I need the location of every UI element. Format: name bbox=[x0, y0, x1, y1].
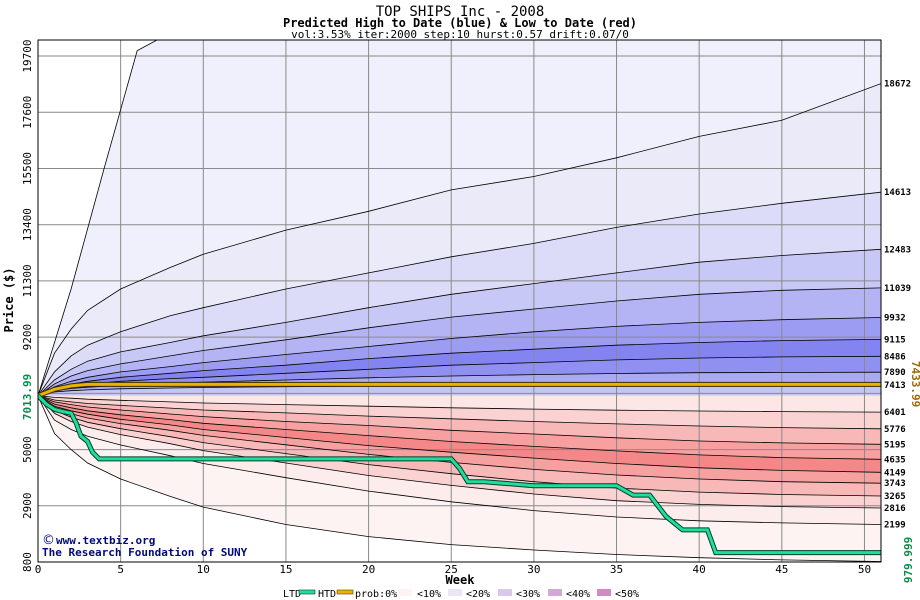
legend-htd: HTD bbox=[318, 589, 336, 600]
high-band-6 bbox=[38, 339, 881, 396]
high-quantile-line bbox=[38, 287, 881, 397]
legend-ltd: LTD bbox=[283, 589, 301, 600]
x-tick-label: 0 bbox=[35, 563, 42, 576]
x-tick-label: 20 bbox=[362, 563, 375, 576]
y-tick-label: 19700 bbox=[21, 40, 34, 73]
band-end-label: 4635 bbox=[884, 455, 906, 465]
legend-lt10-swatch bbox=[448, 589, 462, 596]
legend-lt10: <10% bbox=[417, 589, 441, 600]
legend-htd-swatch bbox=[336, 589, 354, 595]
low-band-3 bbox=[38, 395, 881, 445]
legend-ltd-swatch bbox=[298, 589, 316, 595]
low-band-7 bbox=[38, 395, 881, 496]
low-quantile-line bbox=[38, 395, 881, 445]
legend-lt20: <20% bbox=[466, 589, 490, 600]
x-tick-label: 25 bbox=[445, 563, 458, 576]
band-end-label: 9115 bbox=[884, 335, 906, 345]
x-axis-label: Week bbox=[446, 573, 476, 587]
low-band-6 bbox=[38, 395, 881, 484]
high-quantile-line bbox=[38, 371, 881, 397]
y-tick-label: 15500 bbox=[21, 152, 34, 185]
legend-prob-0-swatch bbox=[398, 589, 412, 596]
outer-high-line bbox=[38, 40, 158, 396]
ltd-line bbox=[38, 394, 881, 555]
band-end-label: 14613 bbox=[884, 188, 911, 198]
x-tick-label: 40 bbox=[693, 563, 706, 576]
band-end-label: 2816 bbox=[884, 504, 906, 514]
chart-params: vol:3.53% iter:2000 step:10 hurst:0.57 d… bbox=[291, 28, 629, 41]
low-band-1 bbox=[38, 395, 881, 413]
outer-high-region bbox=[38, 40, 881, 396]
low-quantile-line bbox=[38, 395, 881, 413]
x-tick-label: 30 bbox=[527, 563, 540, 576]
low-quantile-line bbox=[38, 395, 881, 484]
band-end-label: 18672 bbox=[884, 80, 911, 90]
high-quantile-line bbox=[38, 248, 881, 396]
low-quantile-line bbox=[38, 395, 881, 473]
watermark-url: www.textbiz.org bbox=[56, 534, 155, 547]
band-end-label: 8486 bbox=[884, 352, 906, 362]
x-tick-label: 15 bbox=[279, 563, 292, 576]
low-quantile-line bbox=[38, 395, 881, 460]
low-band-5 bbox=[38, 395, 881, 473]
legend-lt40: <40% bbox=[566, 589, 590, 600]
x-tick-label: 45 bbox=[775, 563, 788, 576]
high-band-4 bbox=[38, 287, 881, 396]
band-end-label: 9932 bbox=[884, 314, 906, 324]
htd-value-label: 7433.99 bbox=[909, 361, 920, 407]
x-tick-label: 5 bbox=[117, 563, 124, 576]
y-tick-label: 800 bbox=[21, 552, 34, 572]
legend-lt20-swatch bbox=[498, 589, 512, 596]
legend-prob-0: prob:0% bbox=[355, 589, 397, 600]
band-end-label: 12483 bbox=[884, 245, 911, 255]
band-end-label: 7413 bbox=[884, 381, 906, 391]
y-tick-label: 17600 bbox=[21, 96, 34, 129]
outer-low-line bbox=[38, 395, 881, 562]
low-band-4 bbox=[38, 395, 881, 460]
plot-area bbox=[38, 40, 881, 562]
chart-subtitle: Predicted High to Date (blue) & Low to D… bbox=[283, 16, 637, 30]
y-tick-label: 11300 bbox=[21, 264, 34, 297]
legend-lt40-swatch bbox=[597, 589, 611, 596]
band-end-label: 2199 bbox=[884, 521, 906, 531]
y-tick-label: 13400 bbox=[21, 208, 34, 241]
high-band-1 bbox=[38, 83, 881, 396]
band-end-label: 4149 bbox=[884, 468, 906, 478]
band-end-label: 11039 bbox=[884, 284, 911, 294]
plot-frame bbox=[37, 39, 882, 563]
high-quantile-line bbox=[38, 83, 881, 396]
high-band-7 bbox=[38, 356, 881, 396]
y-axis-label: Price ($) bbox=[2, 267, 16, 332]
high-band-3 bbox=[38, 249, 881, 396]
htd-line bbox=[38, 382, 881, 398]
low-quantile-line bbox=[38, 395, 881, 430]
band-end-label: 5195 bbox=[884, 440, 906, 450]
high-band-2 bbox=[38, 192, 881, 396]
start-value-label: 7013.99 bbox=[21, 374, 34, 420]
legend-lt50: <50% bbox=[615, 589, 639, 600]
low-band-8 bbox=[38, 395, 881, 508]
y-tick-label: 2900 bbox=[21, 493, 34, 520]
high-quantile-line bbox=[38, 191, 881, 396]
x-tick-label: 35 bbox=[610, 563, 623, 576]
watermark-copyright-sign: © bbox=[42, 533, 55, 548]
band-end-label: 6401 bbox=[884, 408, 906, 418]
x-tick-label: 10 bbox=[197, 563, 210, 576]
y-tick-label: 9200 bbox=[21, 324, 34, 351]
ltd-value-label: 979.999 bbox=[902, 537, 915, 583]
band-end-label: 5776 bbox=[884, 425, 906, 435]
band-end-label: 3265 bbox=[884, 492, 906, 502]
chart-title: TOP SHIPS Inc - 2008 bbox=[376, 4, 545, 20]
x-tick-label: 50 bbox=[858, 563, 871, 576]
watermark-org: The Research Foundation of SUNY bbox=[42, 546, 248, 559]
y-tick-label: 5000 bbox=[21, 436, 34, 463]
legend-lt30-swatch bbox=[548, 589, 562, 596]
legend: LTD HTD prob:0% <10% <20% <30% <40% <50% bbox=[283, 589, 639, 600]
band-end-label: 7890 bbox=[884, 368, 906, 378]
band-end-label: 3743 bbox=[884, 479, 906, 489]
legend-lt30: <30% bbox=[516, 589, 540, 600]
high-quantile-line bbox=[38, 317, 881, 397]
